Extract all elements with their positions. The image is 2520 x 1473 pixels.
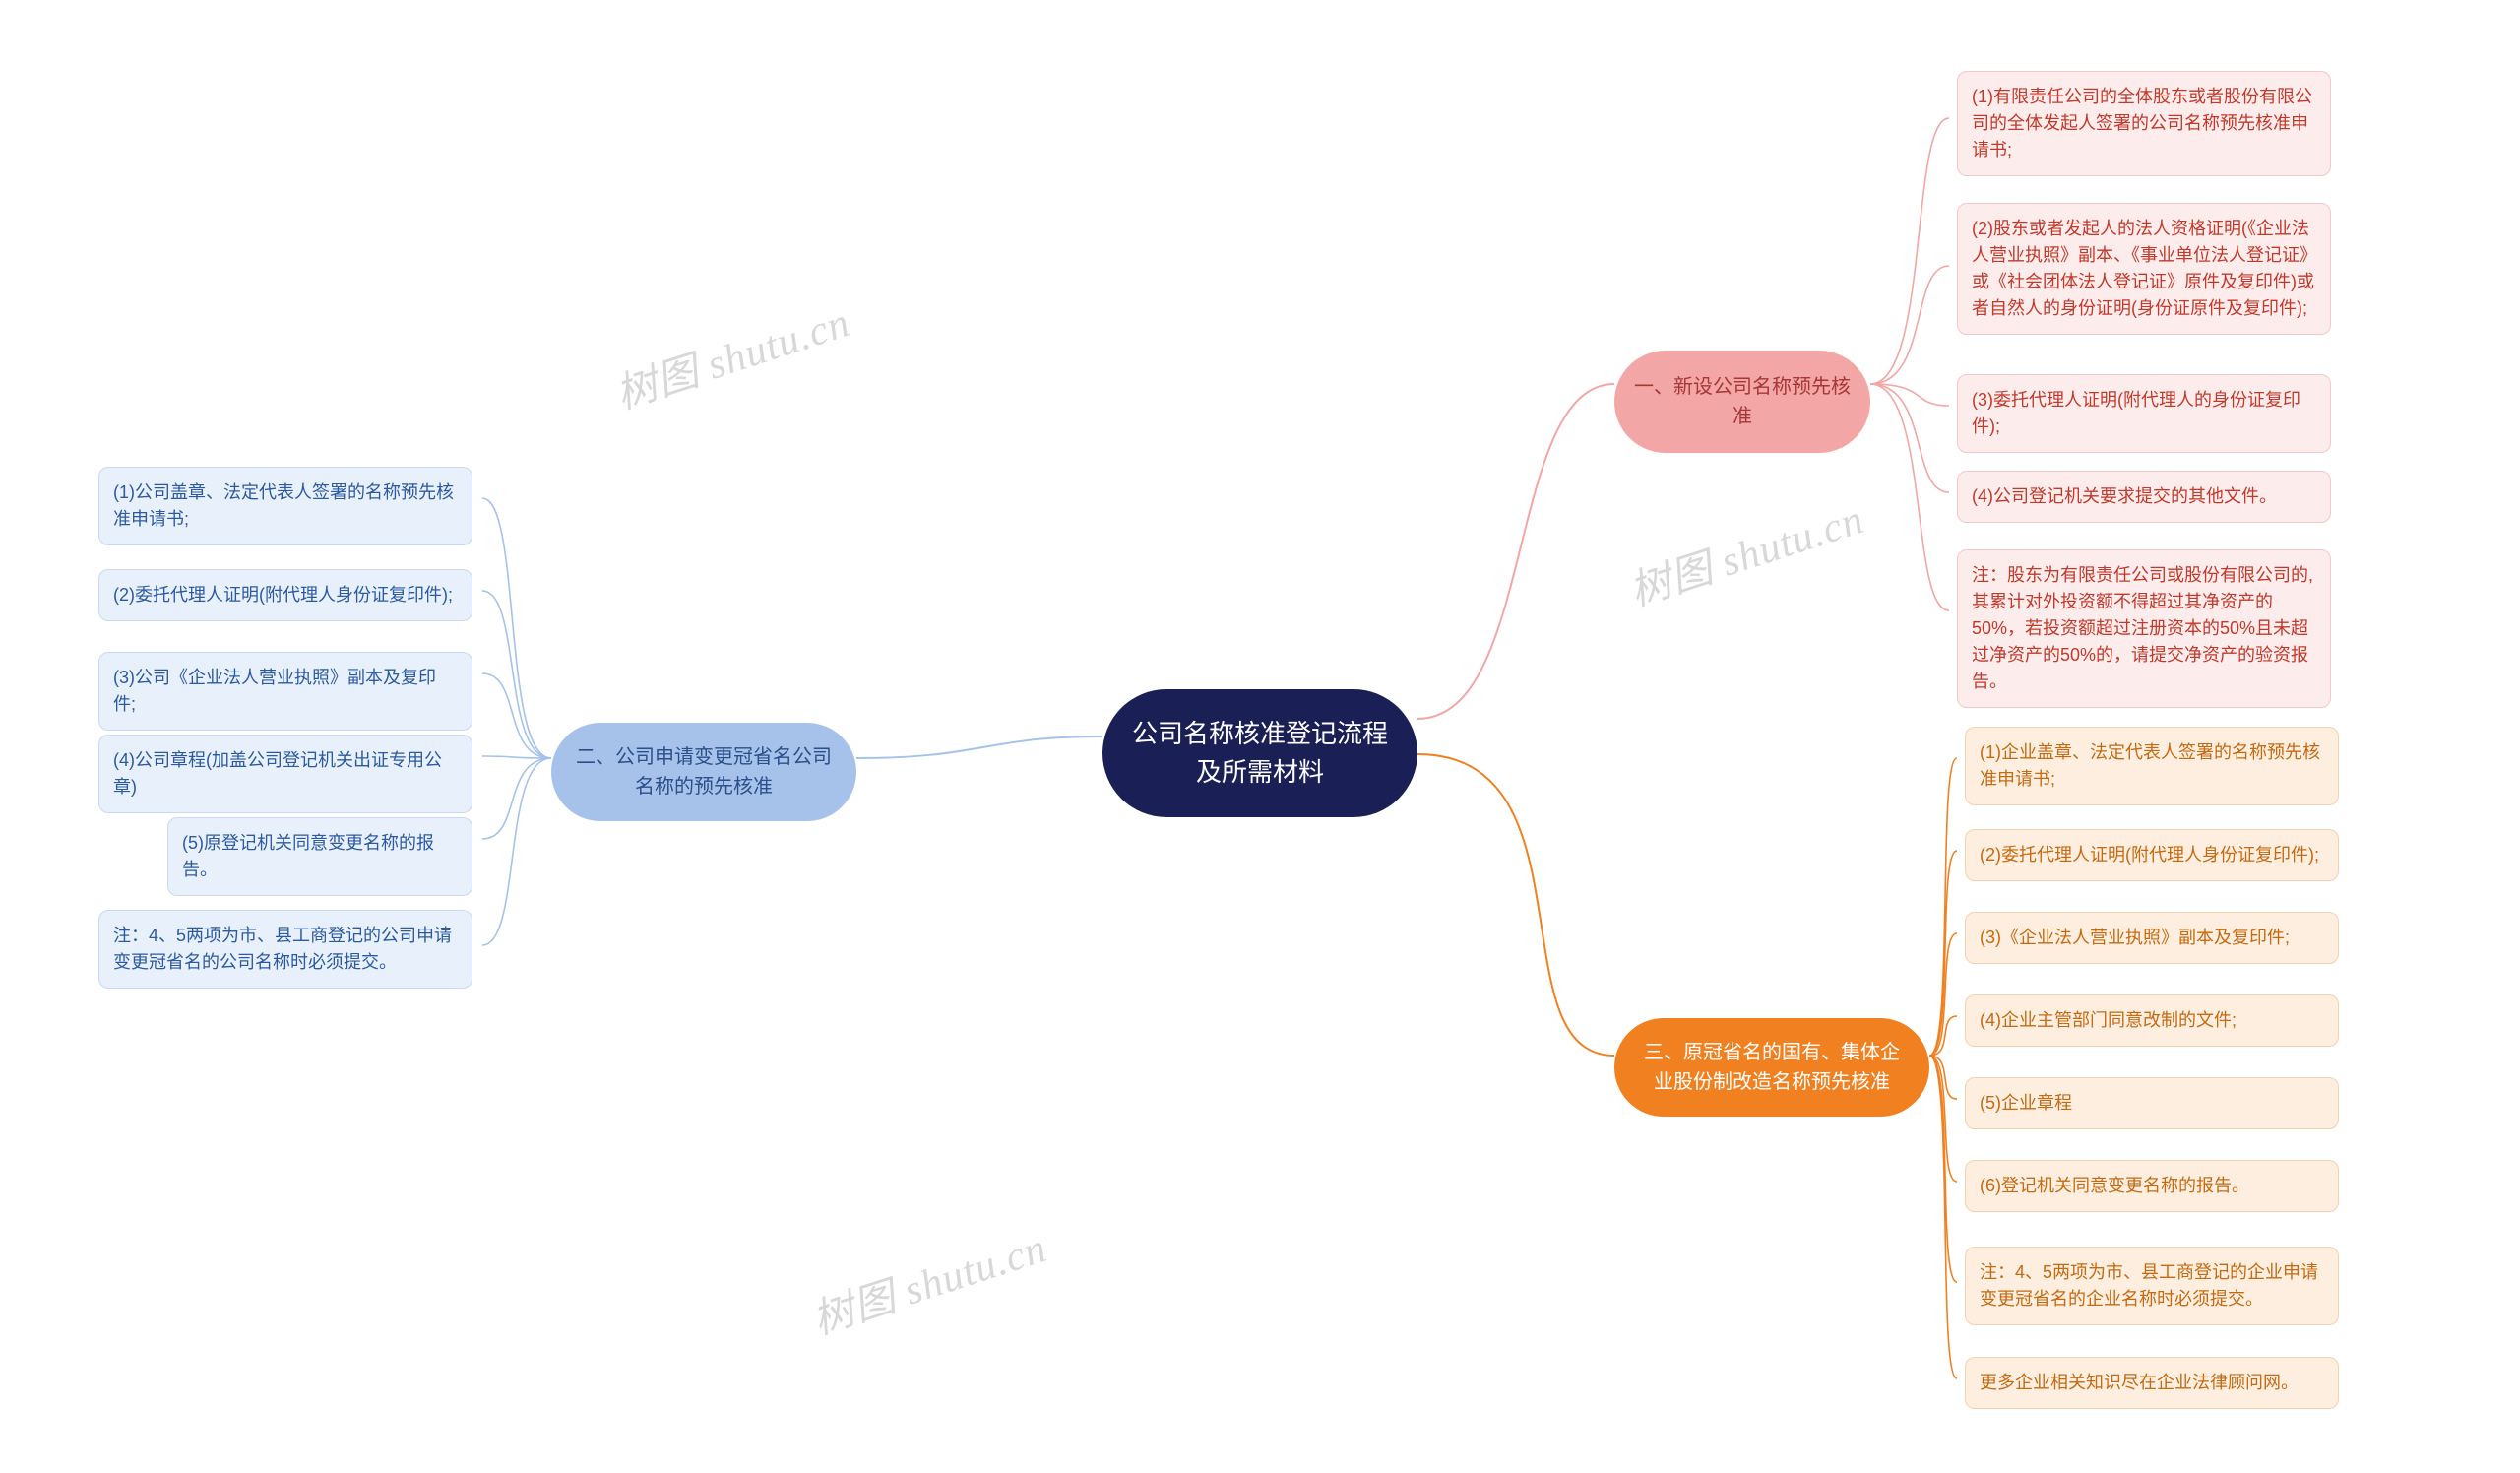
branch-1-leaf: (3)委托代理人证明(附代理人的身份证复印件); bbox=[1957, 374, 2331, 453]
branch-1-leaf: (1)有限责任公司的全体股东或者股份有限公司的全体发起人签署的公司名称预先核准申… bbox=[1957, 71, 2331, 176]
branch-1-leaf: (2)股东或者发起人的法人资格证明(《企业法人营业执照》副本、《事业单位法人登记… bbox=[1957, 203, 2331, 335]
branch-2-leaf: (2)委托代理人证明(附代理人身份证复印件); bbox=[98, 569, 472, 621]
branch-3-leaf: (5)企业章程 bbox=[1965, 1077, 2339, 1129]
branch-3-leaf: (1)企业盖章、法定代表人签署的名称预先核准申请书; bbox=[1965, 727, 2339, 805]
branch-2-leaf: 注：4、5两项为市、县工商登记的公司申请变更冠省名的公司名称时必须提交。 bbox=[98, 910, 472, 989]
branch-2-leaf: (4)公司章程(加盖公司登记机关出证专用公章) bbox=[98, 735, 472, 813]
root-node: 公司名称核准登记流程及所需材料 bbox=[1102, 689, 1418, 817]
branch-2-leaf: (5)原登记机关同意变更名称的报告。 bbox=[167, 817, 472, 896]
branch-3-leaf: 注：4、5两项为市、县工商登记的企业申请变更冠省名的企业名称时必须提交。 bbox=[1965, 1247, 2339, 1325]
branch-3-leaf: (2)委托代理人证明(附代理人身份证复印件); bbox=[1965, 829, 2339, 881]
branch-1-leaf: (4)公司登记机关要求提交的其他文件。 bbox=[1957, 471, 2331, 523]
branch-1-leaf: 注：股东为有限责任公司或股份有限公司的,其累计对外投资额不得超过其净资产的50%… bbox=[1957, 549, 2331, 708]
branch-3-leaf: (4)企业主管部门同意改制的文件; bbox=[1965, 994, 2339, 1047]
branch-2: 二、公司申请变更冠省名公司名称的预先核准 bbox=[551, 723, 856, 821]
branch-3-leaf: 更多企业相关知识尽在企业法律顾问网。 bbox=[1965, 1357, 2339, 1409]
branch-1: 一、新设公司名称预先核准 bbox=[1614, 351, 1870, 453]
branch-2-leaf: (3)公司《企业法人营业执照》副本及复印件; bbox=[98, 652, 472, 731]
branch-3-leaf: (6)登记机关同意变更名称的报告。 bbox=[1965, 1160, 2339, 1212]
branch-3: 三、原冠省名的国有、集体企业股份制改造名称预先核准 bbox=[1614, 1018, 1929, 1117]
branch-2-leaf: (1)公司盖章、法定代表人签署的名称预先核准申请书; bbox=[98, 467, 472, 545]
branch-3-leaf: (3)《企业法人营业执照》副本及复印件; bbox=[1965, 912, 2339, 964]
